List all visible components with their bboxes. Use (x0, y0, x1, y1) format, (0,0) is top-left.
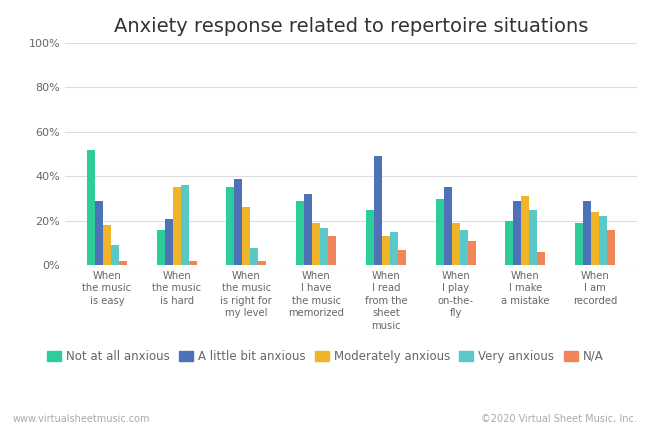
Bar (188, 261, 197, 265)
Bar (443, 187, 452, 265)
Bar (95, 201, 103, 265)
Bar (226, 187, 235, 265)
Bar (235, 178, 242, 265)
Bar (505, 221, 514, 265)
Bar (538, 252, 545, 265)
Bar (173, 187, 181, 265)
Bar (599, 217, 607, 265)
Bar (181, 185, 188, 265)
Bar (575, 223, 583, 265)
Bar (366, 210, 374, 265)
Bar (296, 201, 304, 265)
Bar (452, 223, 460, 265)
Bar (467, 241, 476, 265)
Bar (374, 156, 382, 265)
Bar (521, 196, 529, 265)
Bar (312, 223, 320, 265)
Bar (103, 225, 111, 265)
Bar (119, 261, 127, 265)
Bar (390, 232, 398, 265)
Text: www.virtualsheetmusic.com: www.virtualsheetmusic.com (13, 414, 151, 424)
Bar (591, 212, 599, 265)
Bar (514, 201, 521, 265)
Title: Anxiety response related to repertoire situations: Anxiety response related to repertoire s… (114, 17, 588, 36)
Bar (460, 230, 467, 265)
Bar (583, 201, 591, 265)
Bar (157, 230, 164, 265)
Bar (607, 230, 615, 265)
Bar (382, 236, 390, 265)
Bar (398, 250, 406, 265)
Bar (111, 245, 119, 265)
Text: ©2020 Virtual Sheet Music, Inc.: ©2020 Virtual Sheet Music, Inc. (481, 414, 637, 424)
Bar (164, 219, 173, 265)
Bar (304, 194, 312, 265)
Bar (529, 210, 538, 265)
Bar (320, 228, 328, 265)
Bar (87, 150, 95, 265)
Legend: Not at all anxious, A little bit anxious, Moderately anxious, Very anxious, N/A: Not at all anxious, A little bit anxious… (43, 346, 607, 366)
Bar (259, 261, 266, 265)
Bar (250, 247, 259, 265)
Bar (242, 208, 250, 265)
Bar (436, 199, 443, 265)
Bar (328, 236, 336, 265)
